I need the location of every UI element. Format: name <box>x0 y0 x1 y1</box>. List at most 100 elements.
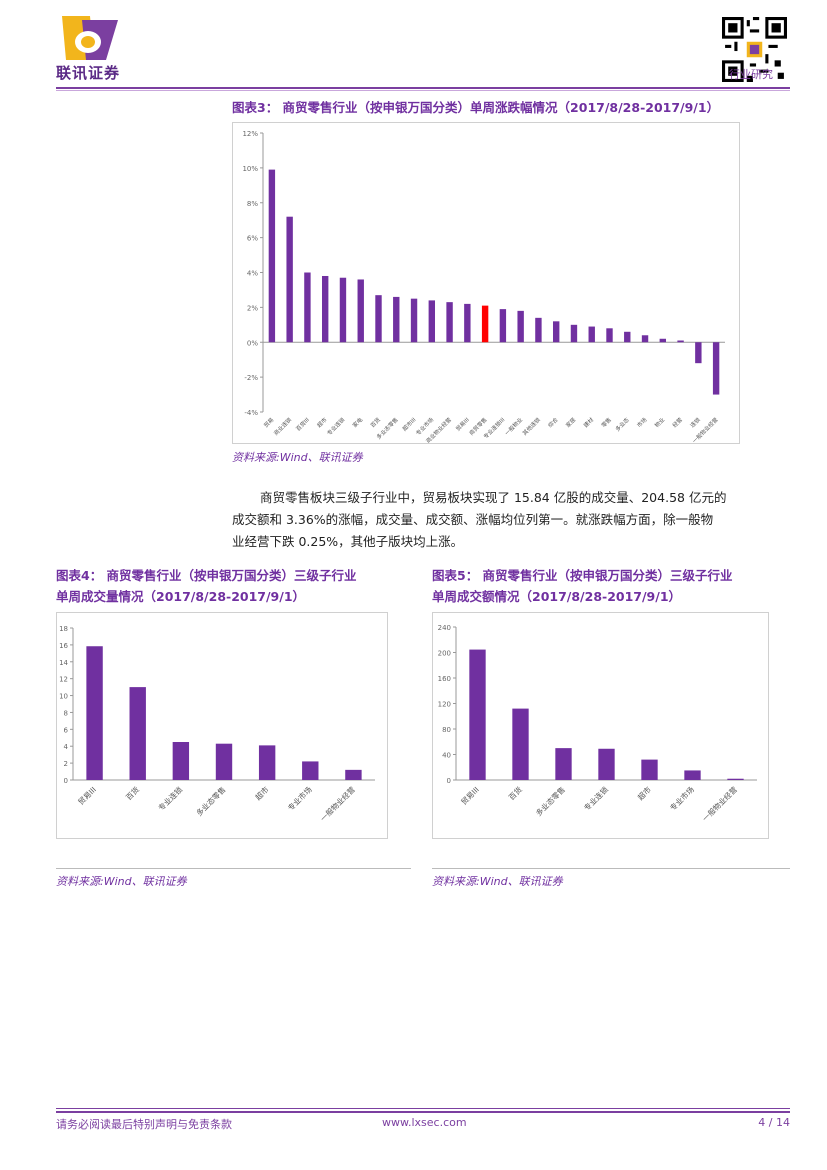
figure5-frame: 0 40 80 120 160 200 240 贸易III 百货 多业态零售 专业连锁 超市 专业市场一… <box>432 612 769 839</box>
y-tick-label: -4% <box>244 409 258 417</box>
bar <box>598 748 615 780</box>
x-tick-label: 百货 <box>368 415 382 429</box>
bar <box>684 770 701 780</box>
bar <box>286 216 293 343</box>
y-tick-label: 18 <box>59 625 68 633</box>
figure5-chart: 0 40 80 120 160 200 240 贸易III 百货 多业态零售 专业连锁 超市 专业市场一… <box>438 624 757 823</box>
footer-divider <box>56 1111 790 1113</box>
x-tick-label: 百货 <box>506 784 524 802</box>
x-tick-label: 专业连锁 <box>156 784 185 813</box>
bar <box>677 340 684 343</box>
footer-disclaimer[interactable]: 请务必阅读最后特别声明与免责条款 <box>56 1118 232 1131</box>
bar <box>512 708 529 780</box>
figure3-source: 资料来源:Wind、联讯证券 <box>232 451 363 464</box>
x-tick-label: 超市III <box>401 415 418 432</box>
figure3-frame: -4% -2% 0% 2% 4% 6% 8% 10% 12% 贸易 商业连锁 百货III 超市 专业连锁家… <box>232 122 740 445</box>
x-tick-label: 经营 <box>671 415 685 429</box>
figure4-source: 资料来源:Wind、联讯证券 <box>56 875 187 888</box>
bar <box>393 296 400 343</box>
logo-text: 联讯证券 <box>56 64 121 82</box>
x-tick-label: 商业连锁 <box>272 415 294 437</box>
bar <box>481 305 489 343</box>
y-tick-label: 160 <box>438 675 451 683</box>
y-tick-label: 16 <box>59 642 68 650</box>
bar <box>588 326 595 343</box>
bar <box>215 743 233 780</box>
bar <box>258 745 276 780</box>
bar <box>535 317 542 343</box>
header-divider <box>56 87 790 89</box>
y-tick-label: 4% <box>247 270 258 278</box>
y-tick-label: 240 <box>438 624 451 632</box>
x-tick-label: 多业态零售 <box>533 784 567 818</box>
x-tick-label: 百货 <box>123 784 141 802</box>
paragraph-line3: 业经营下跌 0.25%，其他子版块均上涨。 <box>232 534 464 549</box>
y-tick-label: 80 <box>442 726 451 734</box>
bar <box>129 687 146 780</box>
x-tick-label: 专业市场 <box>285 784 314 813</box>
bar <box>695 342 702 364</box>
x-tick-label: 贸易III <box>76 784 98 806</box>
figure4-source-rule <box>56 868 411 869</box>
x-tick-label: 家居 <box>564 415 578 429</box>
x-tick-label: 综合 <box>546 415 560 429</box>
x-tick-label: 百货III <box>294 415 311 432</box>
bar <box>570 324 578 343</box>
x-tick-label: 家电 <box>351 415 365 429</box>
bar <box>606 328 613 343</box>
x-tick-label: 多业态 <box>613 415 631 433</box>
figure3-chart: -4%-2%0%2%4%6%8%10%12%贸易商业连锁 百货III 超市专业连锁家… <box>242 130 725 445</box>
bar <box>446 302 453 343</box>
y-tick-label: 0% <box>247 339 258 347</box>
figure4-frame: 0 2 4 6 8 10 12 14 16 18 贸易III 百货 专业连锁 多业态零售 超市 专业市场 一般物… <box>56 612 388 839</box>
figure5-title-line2: 单周成交额情况（2017/8/28-2017/9/1） <box>432 589 682 604</box>
bar <box>357 279 364 343</box>
x-tick-label: 一般物业经营 <box>318 784 357 823</box>
y-tick-label: 12 <box>59 676 68 684</box>
bar <box>517 310 524 343</box>
y-tick-label: 2% <box>247 304 258 312</box>
x-tick-label: 贸易III <box>459 784 481 806</box>
bar <box>499 309 507 343</box>
figure4-title-line2: 单周成交量情况（2017/8/28-2017/9/1） <box>56 589 306 604</box>
bar <box>624 331 631 343</box>
x-tick-label: 一般物业 <box>503 415 525 437</box>
bar <box>712 342 720 395</box>
bar <box>304 272 311 343</box>
bar <box>552 321 560 343</box>
bar <box>428 300 436 343</box>
y-tick-label: 12% <box>242 130 258 138</box>
x-tick-label: 超市 <box>635 784 653 802</box>
y-tick-label: 2 <box>64 760 68 768</box>
bar <box>268 169 276 343</box>
paragraph-line2: 成交额和 3.36%的涨幅，成交量、成交额、涨幅均位列第一。就涨跌幅方面，除一般… <box>232 512 714 527</box>
y-tick-label: 120 <box>438 701 451 709</box>
figure5-source: 资料来源:Wind、联讯证券 <box>432 875 563 888</box>
x-tick-label: 贸易III <box>454 415 471 432</box>
x-tick-label: 连锁 <box>688 415 702 429</box>
bar <box>302 761 319 780</box>
footer-divider-thin <box>56 1108 790 1109</box>
figure4-title-line1: 图表4： 商贸零售行业（按申银万国分类）三级子行业 <box>56 568 357 583</box>
x-tick-label: 超市 <box>315 415 329 429</box>
footer-website-link[interactable]: www.lxsec.com <box>382 1116 467 1129</box>
bar <box>464 303 471 343</box>
y-tick-label: -2% <box>244 374 258 382</box>
x-tick-label: 零售 <box>599 416 612 429</box>
y-tick-label: 8% <box>247 200 258 208</box>
figure3-title: 图表3： 商贸零售行业（按申银万国分类）单周涨跌幅情况（2017/8/28-20… <box>232 100 720 115</box>
header-divider-thin <box>56 90 790 91</box>
bar <box>641 335 649 343</box>
x-tick-label: 多业态零售 <box>194 784 228 818</box>
x-tick-label: 其他连锁 <box>521 415 543 437</box>
y-tick-label: 4 <box>64 743 69 751</box>
x-tick-label: 建材 <box>582 415 596 429</box>
bar <box>339 277 347 343</box>
footer-page-number: 4 / 14 <box>758 1116 790 1129</box>
bar <box>375 295 382 343</box>
y-tick-label: 10 <box>59 693 68 701</box>
bar <box>86 646 103 780</box>
x-tick-label: 市场 <box>635 415 649 429</box>
bar <box>410 298 418 343</box>
x-tick-label: 一般物业经营 <box>700 784 739 823</box>
